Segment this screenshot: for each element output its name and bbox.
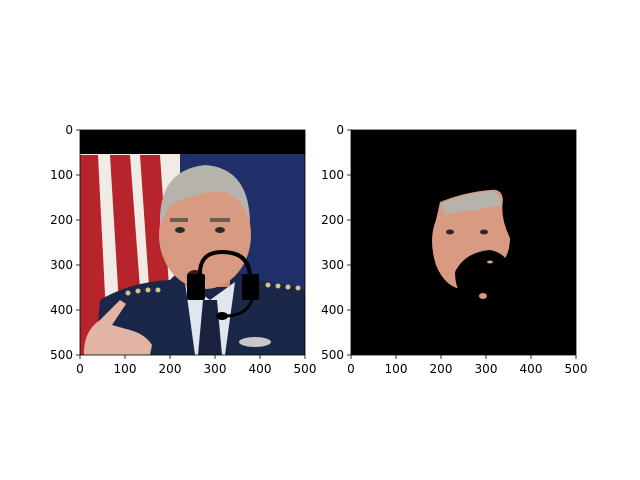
left-ytick-label: 100 xyxy=(50,168,73,182)
right-xtick-label: 400 xyxy=(520,362,543,376)
right-xtick-label: 100 xyxy=(385,362,408,376)
right-xtick-label: 500 xyxy=(565,362,588,376)
left-ytick-label: 500 xyxy=(50,348,73,362)
right-ytick-label: 500 xyxy=(321,348,344,362)
left-ytick-label: 400 xyxy=(50,303,73,317)
left-xtick-label: 300 xyxy=(204,362,227,376)
left-ytick-label: 200 xyxy=(50,213,73,227)
right-ytick-label: 400 xyxy=(321,303,344,317)
left-image xyxy=(80,130,305,355)
left-ytick-label: 0 xyxy=(65,123,73,137)
right-ytick-label: 0 xyxy=(336,123,344,137)
left-xtick-label: 400 xyxy=(249,362,272,376)
right-xtick-label: 200 xyxy=(430,362,453,376)
right-xtick-label: 300 xyxy=(475,362,498,376)
right-ytick-label: 300 xyxy=(321,258,344,272)
left-xtick-label: 200 xyxy=(159,362,182,376)
right-ytick-label: 100 xyxy=(321,168,344,182)
right-axes-frame xyxy=(350,129,577,356)
headset-icon xyxy=(187,249,259,320)
right-ytick-label: 200 xyxy=(321,213,344,227)
left-ytick-label: 300 xyxy=(50,258,73,272)
left-axes-frame xyxy=(79,129,306,356)
left-xtick-label: 500 xyxy=(294,362,317,376)
right-xtick-label: 0 xyxy=(347,362,355,376)
left-xtick-label: 100 xyxy=(114,362,137,376)
left-xtick-label: 0 xyxy=(76,362,84,376)
right-image xyxy=(351,130,576,355)
